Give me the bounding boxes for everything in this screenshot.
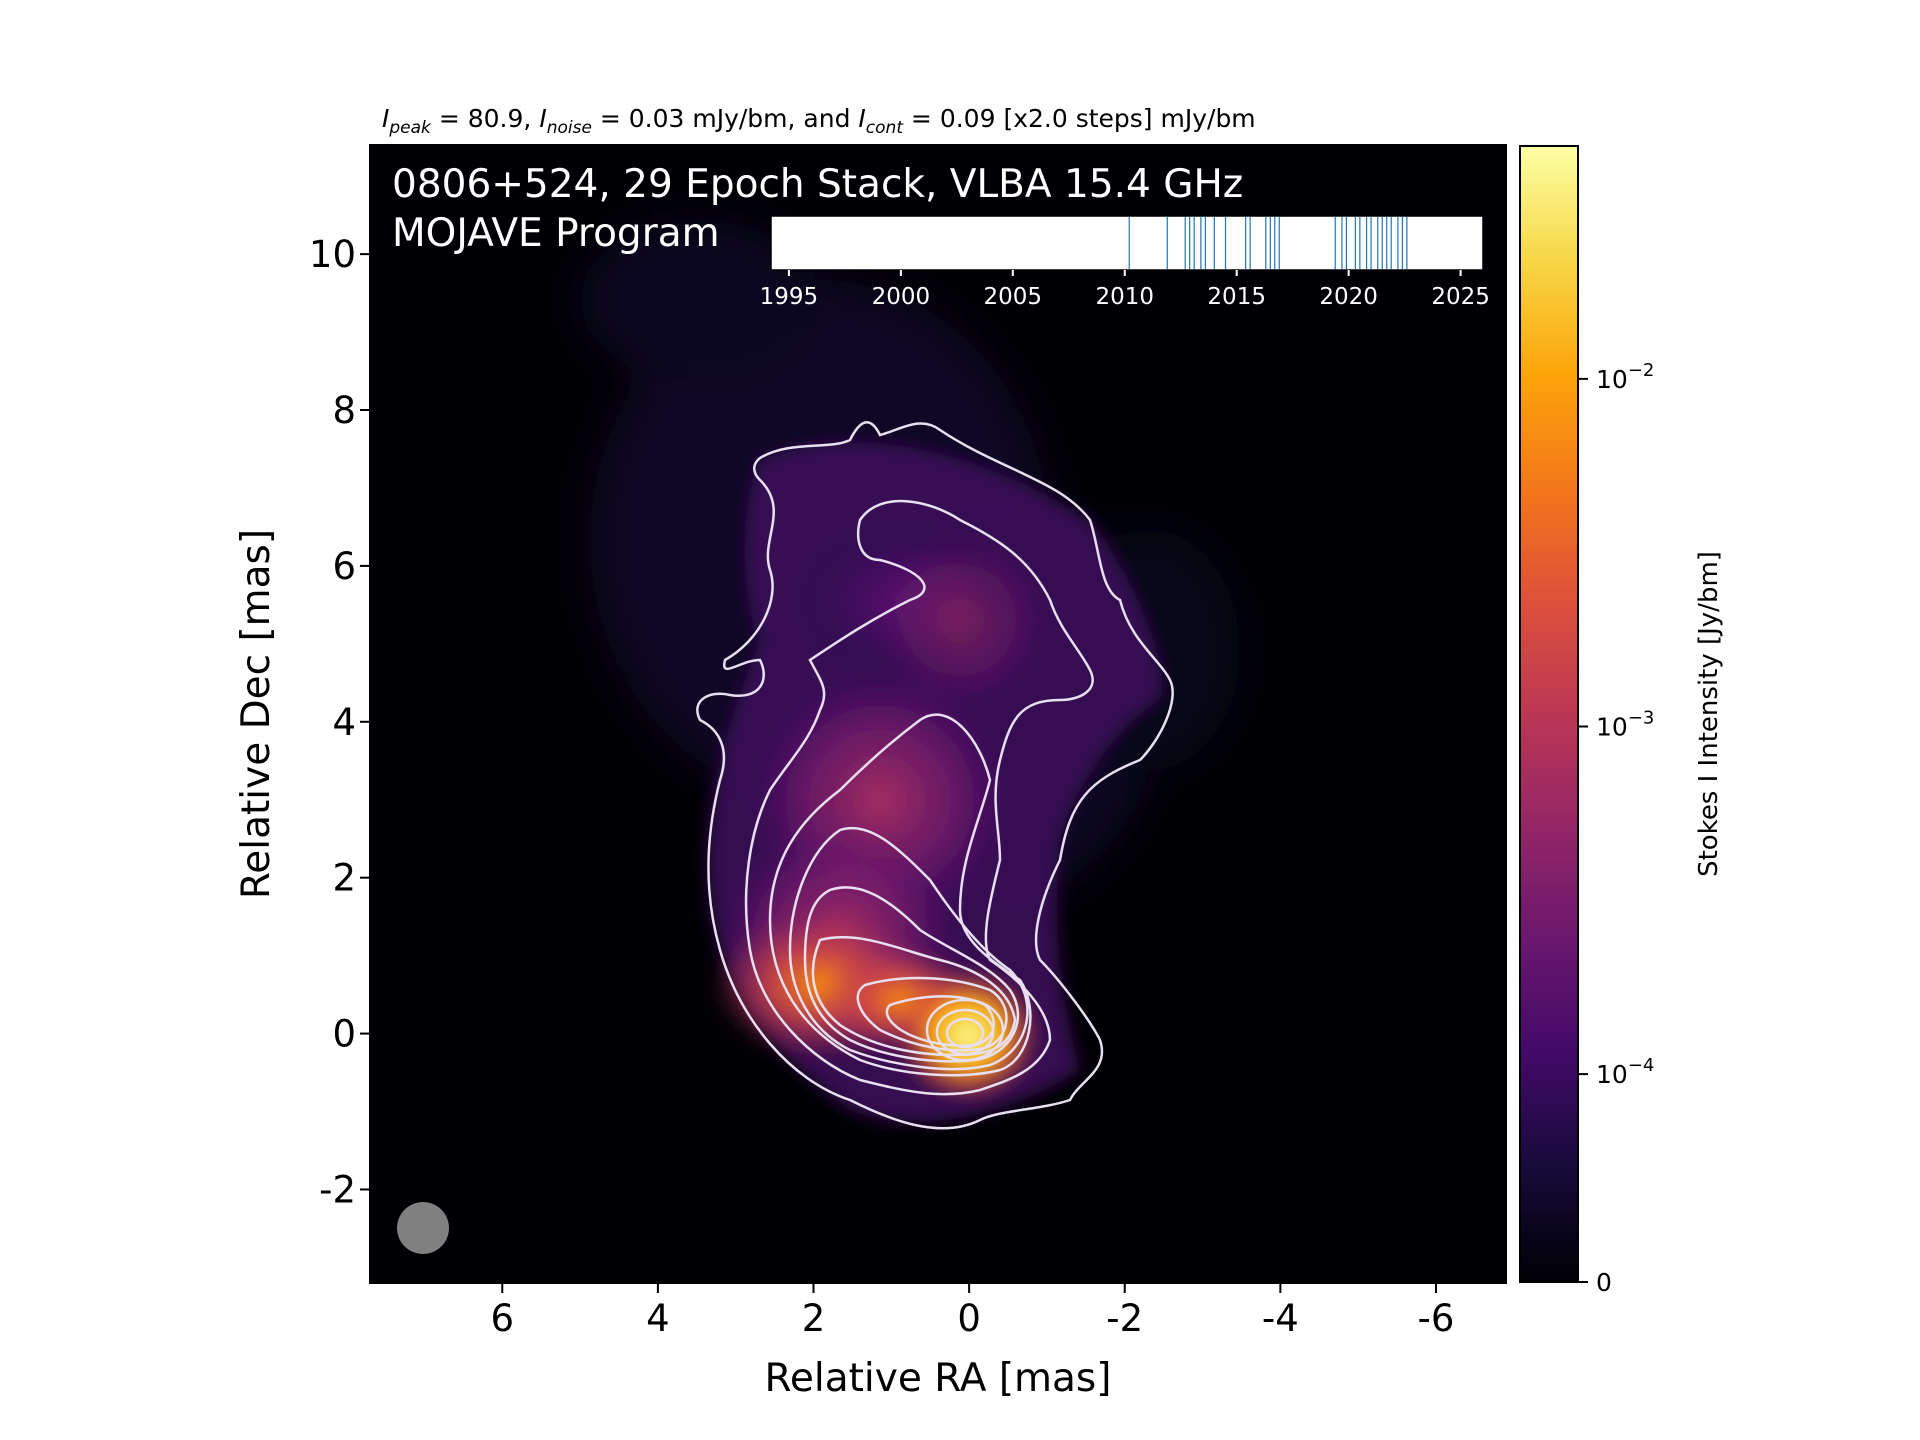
epoch-timeline: 1995 2000 2005 2010 2015 2020 2025 xyxy=(760,215,1490,310)
timeline-tick-label: 2020 xyxy=(1319,284,1378,310)
epoch-lines xyxy=(1128,217,1408,269)
x-axis: 6 4 2 0 -2 -4 -6 xyxy=(491,1283,1455,1340)
image-title-line2: MOJAVE Program xyxy=(392,211,720,256)
y-tick-label: 4 xyxy=(332,701,356,744)
y-tick-label: -2 xyxy=(319,1168,356,1211)
y-tick-label: 6 xyxy=(332,545,356,588)
colorbar-tick-label: 10−3 xyxy=(1596,707,1654,741)
timeline-ticks: 1995 2000 2005 2010 2015 2020 2025 xyxy=(760,270,1490,310)
x-tick-label: 6 xyxy=(491,1297,515,1340)
timeline-tick-label: 2010 xyxy=(1095,284,1154,310)
timeline-tick-label: 2000 xyxy=(872,284,931,310)
y-tick-label: 8 xyxy=(332,389,356,432)
timeline-tick-label: 2005 xyxy=(984,284,1043,310)
y-axis: -2 0 2 4 6 8 10 xyxy=(309,233,370,1211)
beam-ellipse xyxy=(397,1202,449,1254)
y-tick-label: 0 xyxy=(332,1013,356,1056)
intensity-map xyxy=(370,145,1506,1283)
stats-header: Ipeak = 80.9, Inoise = 0.03 mJy/bm, and … xyxy=(382,104,1256,138)
colorbar-ticks: 0 10−4 10−3 10−2 xyxy=(1578,360,1654,1297)
x-tick-label: 0 xyxy=(957,1297,981,1340)
x-tick-label: 2 xyxy=(802,1297,826,1340)
x-tick-label: 4 xyxy=(646,1297,670,1340)
x-tick-label: -6 xyxy=(1418,1297,1455,1340)
colorbar: 0 10−4 10−3 10−2 Stokes I Intensity [Jy/bm] xyxy=(1519,145,1724,1297)
colorbar-label: Stokes I Intensity [Jy/bm] xyxy=(1694,551,1724,877)
colorbar-tick-label: 0 xyxy=(1596,1268,1612,1297)
contours xyxy=(696,421,1174,1130)
colorbar-gradient xyxy=(1519,145,1579,1283)
y-tick-label: 10 xyxy=(309,233,356,276)
timeline-tick-label: 1995 xyxy=(760,284,819,310)
image-title-line1: 0806+524, 29 Epoch Stack, VLBA 15.4 GHz xyxy=(392,162,1243,207)
timeline-frame xyxy=(770,215,1484,271)
colorbar-tick-label: 10−4 xyxy=(1596,1055,1654,1089)
x-tick-label: -4 xyxy=(1262,1297,1299,1340)
x-axis-label: Relative RA [mas] xyxy=(765,1356,1112,1401)
plot-frame xyxy=(369,144,1507,1284)
x-tick-label: -2 xyxy=(1106,1297,1143,1340)
y-tick-label: 2 xyxy=(332,857,356,900)
timeline-tick-label: 2015 xyxy=(1207,284,1266,310)
colorbar-tick-label: 10−2 xyxy=(1596,360,1654,394)
timeline-tick-label: 2025 xyxy=(1431,284,1490,310)
y-axis-label: Relative Dec [mas] xyxy=(234,529,279,899)
